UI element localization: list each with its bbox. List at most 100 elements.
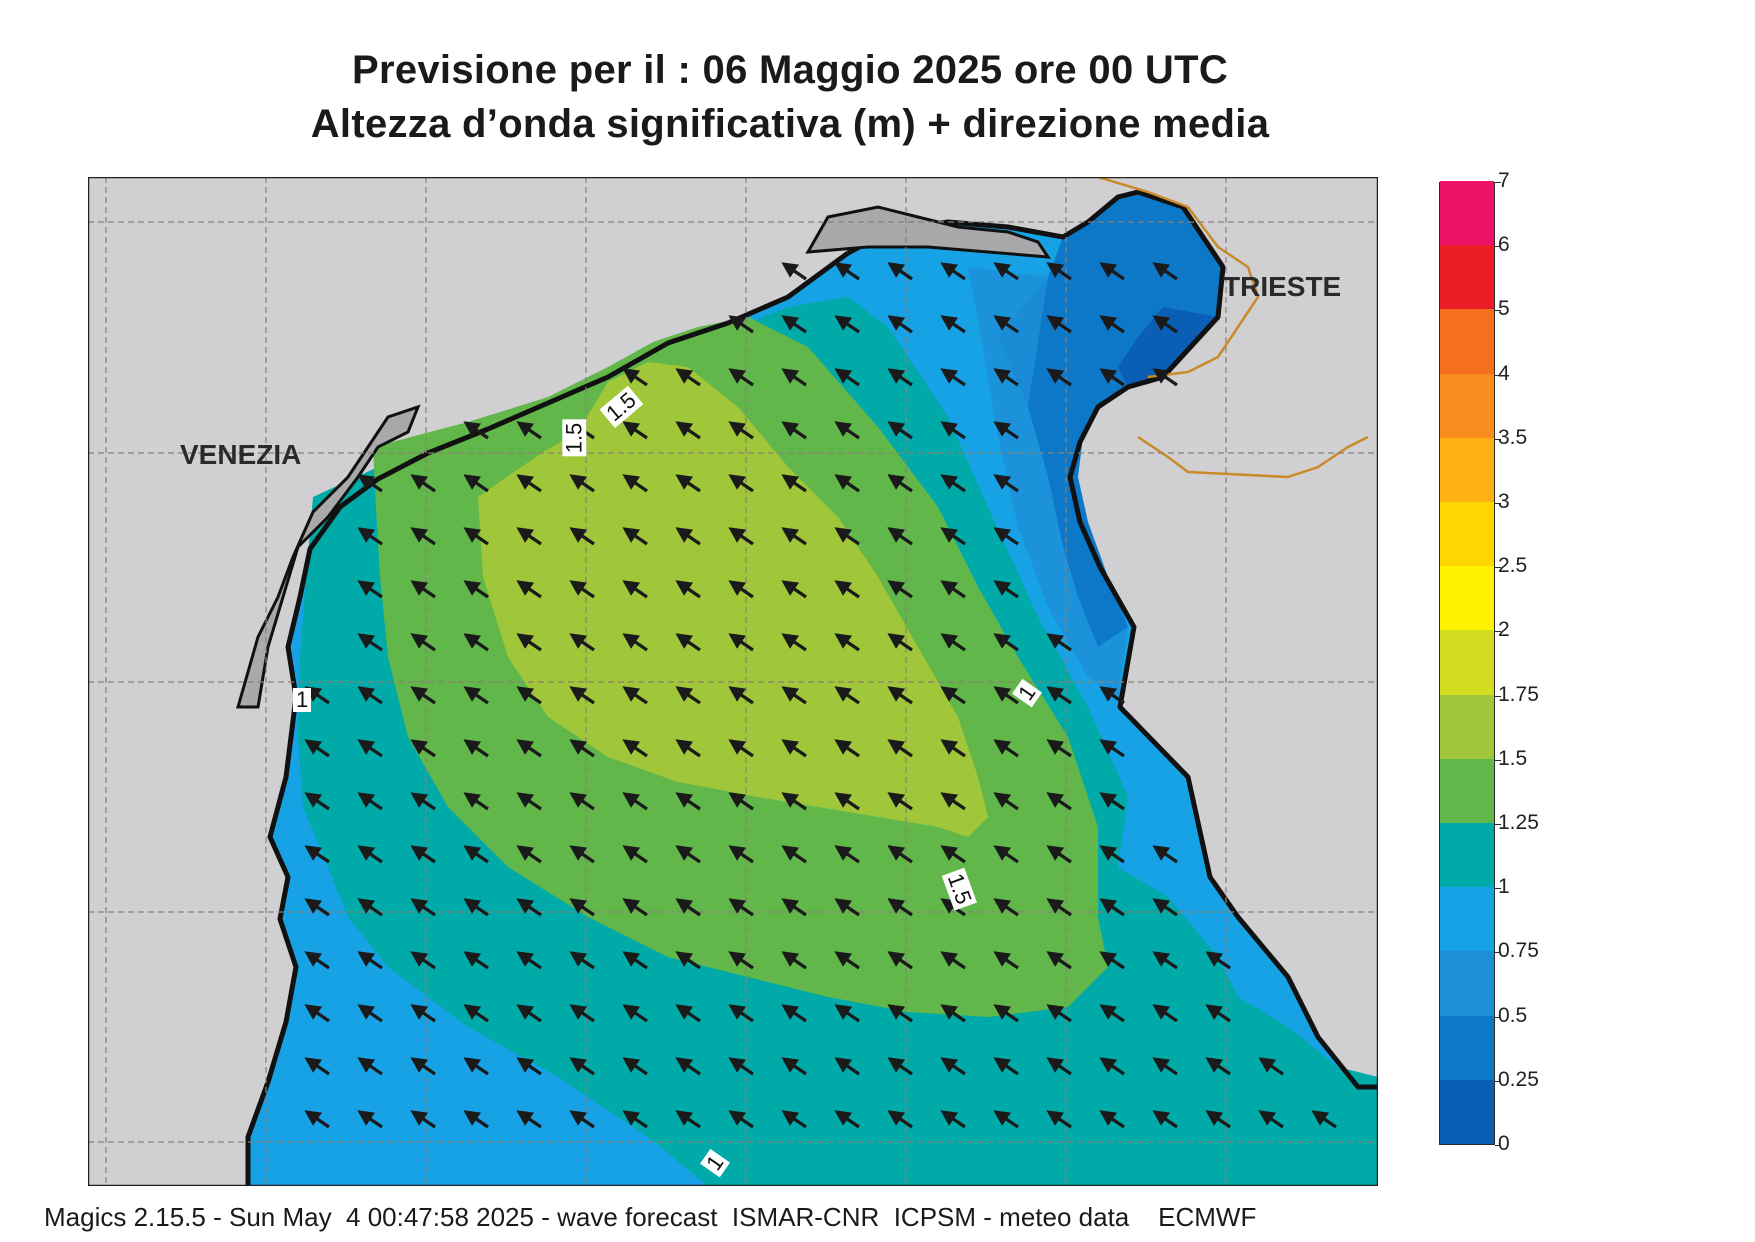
wave-arrow [622, 1004, 648, 1023]
wave-arrow [1099, 262, 1125, 281]
wave-arrow [1046, 845, 1072, 864]
border-line-2 [1137, 435, 1369, 479]
wave-arrow [834, 580, 860, 599]
wave-arrow [463, 1004, 489, 1023]
wave-arrow [781, 792, 807, 811]
wave-arrow [622, 1110, 648, 1129]
colorbar-tick [1495, 438, 1501, 440]
grado-lagoon [805, 205, 1051, 259]
wave-arrow [357, 633, 383, 652]
wave-arrow [728, 686, 754, 705]
colorbar-tick-label: 3 [1498, 490, 1510, 513]
colorbar-tick-label: 7 [1498, 169, 1510, 192]
wave-arrow [1099, 686, 1125, 705]
wave-arrow [622, 580, 648, 599]
wave-arrow [1046, 368, 1072, 387]
wave-arrow [781, 951, 807, 970]
wave-arrow [622, 474, 648, 493]
wave-arrow [1311, 1110, 1337, 1129]
wave-arrow [1099, 845, 1125, 864]
wave-arrow [569, 580, 595, 599]
variable-title: Altezza d’onda significativa (m) + direz… [310, 102, 1270, 146]
wave-arrow [516, 898, 542, 917]
wave-arrow [463, 633, 489, 652]
wave-arrow [410, 580, 436, 599]
colorbar-segment [1440, 694, 1494, 759]
colorbar [1439, 180, 1495, 1145]
wave-arrow [675, 792, 701, 811]
colorbar-tick [1495, 310, 1501, 312]
colorbar-segment [1440, 950, 1494, 1016]
wave-arrow [1099, 898, 1125, 917]
wave-arrow [675, 1110, 701, 1129]
colorbar-tick-label: 0.5 [1498, 1003, 1528, 1027]
footer-credits: Magics 2.15.5 - Sun May 4 00:47:58 2025 … [44, 1202, 1257, 1232]
wave-arrow [516, 1004, 542, 1023]
wave-arrow [675, 951, 701, 970]
wave-arrow [516, 686, 542, 705]
wave-arrow [675, 527, 701, 546]
wave-arrow [1205, 1057, 1231, 1076]
colorbar-tick-label: 6 [1498, 233, 1510, 257]
wave-arrow [993, 1057, 1019, 1076]
wave-arrow [728, 580, 754, 599]
wave-arrow [569, 951, 595, 970]
wave-arrow [304, 951, 330, 970]
wave-arrow [1099, 368, 1125, 387]
wave-arrow [887, 580, 913, 599]
wave-arrow [304, 792, 330, 811]
wave-arrow [516, 739, 542, 758]
wave-arrow [781, 527, 807, 546]
wave-arrow [1099, 315, 1125, 334]
wave-arrow [887, 421, 913, 440]
wave-arrow [728, 368, 754, 387]
wave-arrow [834, 739, 860, 758]
colorbar-segment [1440, 501, 1494, 567]
wave-arrow [569, 527, 595, 546]
wave-arrow [781, 686, 807, 705]
contour-label: 1.5 [561, 419, 587, 457]
wave-arrow [834, 368, 860, 387]
wave-arrow [622, 845, 648, 864]
venice-lagoon [236, 404, 421, 709]
wave-arrow [410, 845, 436, 864]
wave-arrow [728, 633, 754, 652]
wave-arrow [728, 898, 754, 917]
wave-arrow [834, 421, 860, 440]
wave-arrow [622, 686, 648, 705]
colorbar-tick-label: 0 [1498, 1132, 1510, 1155]
wave-arrow [357, 739, 383, 758]
wave-arrow [516, 421, 542, 440]
wave-direction-arrows [304, 262, 1337, 1129]
wave-arrow [834, 262, 860, 281]
wave-arrow [463, 1110, 489, 1129]
wave-arrow [304, 1057, 330, 1076]
wave-arrow [887, 792, 913, 811]
wave-arrow [463, 739, 489, 758]
trieste-label: TRIESTE [1223, 271, 1342, 302]
colorbar-segment [1440, 629, 1494, 695]
wave-arrow [516, 633, 542, 652]
wave-arrow [675, 845, 701, 864]
wave-arrow [410, 898, 436, 917]
wave-arrow [622, 792, 648, 811]
wave-arrow [569, 686, 595, 705]
wave-arrow [569, 898, 595, 917]
colorbar-tick [1495, 1080, 1501, 1082]
colorbar-tick-label: 2.5 [1498, 554, 1528, 578]
wave-arrow [781, 262, 807, 281]
wave-arrow [781, 898, 807, 917]
wave-arrow [834, 951, 860, 970]
wave-arrow [675, 1004, 701, 1023]
wave-arrow [410, 739, 436, 758]
wave-arrow [728, 474, 754, 493]
wave-arrow [728, 1004, 754, 1023]
colorbar-tick-label: 2 [1498, 618, 1510, 642]
colorbar-segment [1440, 437, 1494, 502]
wave-arrow [834, 792, 860, 811]
wave-arrow [940, 527, 966, 546]
wave-arrow [1152, 368, 1178, 387]
wave-arrow [516, 792, 542, 811]
wave-arrow [1099, 951, 1125, 970]
wave-arrow [357, 580, 383, 599]
